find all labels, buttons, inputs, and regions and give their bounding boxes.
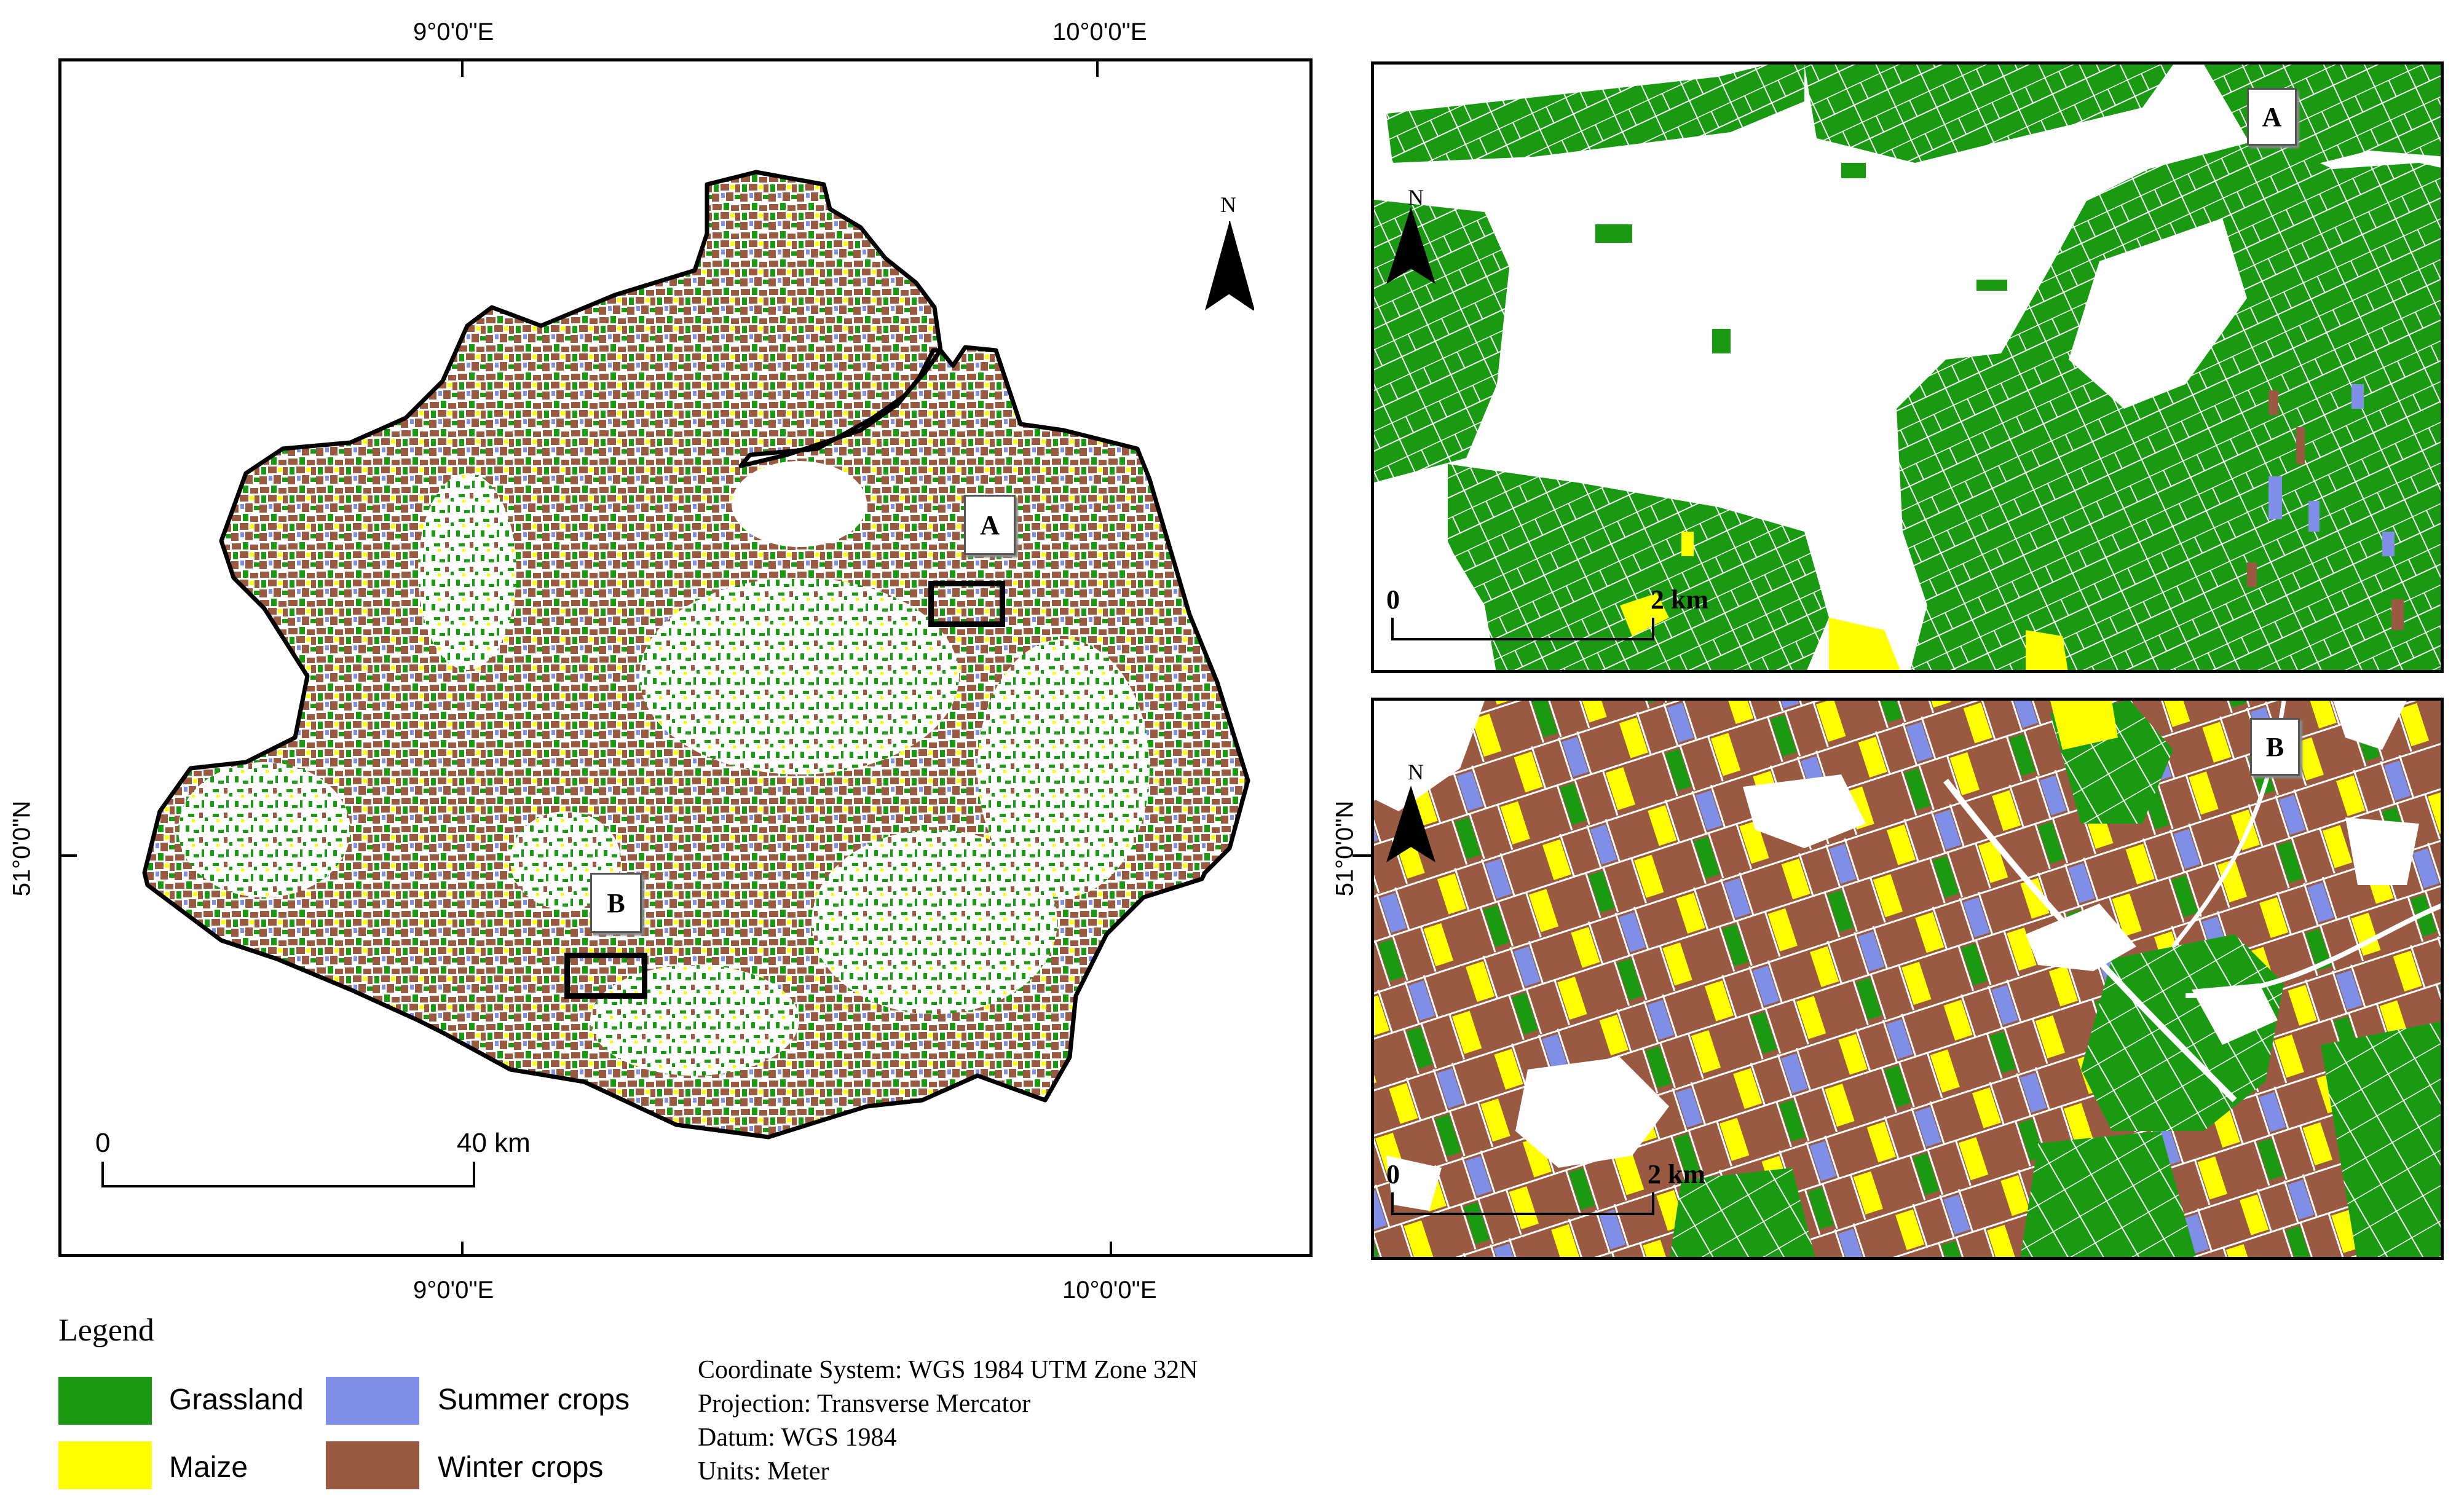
- extent-box-b[interactable]: [564, 953, 647, 999]
- legend-label-winter-crops: Winter crops: [438, 1451, 604, 1484]
- inset-b-scale-end: 2 km: [1648, 1159, 1706, 1189]
- main-scale-bar: [101, 1162, 475, 1187]
- inset-a-scale-end: 2 km: [1651, 585, 1709, 615]
- inset-a-frame[interactable]: A N 0 2 km: [1371, 61, 2444, 673]
- info-datum: Datum: WGS 1984: [698, 1423, 897, 1452]
- inset-a-north-label: N: [1408, 185, 1424, 210]
- legend-swatch-winter-crops: [326, 1441, 419, 1489]
- legend-label-grassland: Grassland: [169, 1384, 304, 1416]
- bottom-tick-9: [461, 1242, 464, 1254]
- main-scale-start: 0: [95, 1128, 111, 1158]
- inset-b-north-arrow-icon: [1386, 786, 1435, 862]
- inset-b-label: B: [2250, 718, 2300, 776]
- info-projection: Projection: Transverse Mercator: [698, 1390, 1031, 1418]
- top-lon-label-10: 10°0'0"E: [1052, 18, 1147, 45]
- left-tick-51: [61, 854, 77, 857]
- inset-b-lat-label: 51°0'0"N: [1331, 800, 1359, 897]
- inset-b-lat-tick: [1352, 854, 1371, 857]
- legend-swatch-grassland: [58, 1377, 152, 1425]
- inset-a-north-arrow-icon: [1386, 207, 1435, 284]
- bottom-lon-label-9: 9°0'0"E: [413, 1277, 494, 1304]
- main-north-label: N: [1220, 192, 1236, 217]
- bottom-lon-label-10: 10°0'0"E: [1062, 1277, 1157, 1304]
- legend-label-summer-crops: Summer crops: [438, 1384, 630, 1416]
- extent-box-a[interactable]: [928, 581, 1005, 627]
- legend-title: Legend: [58, 1313, 154, 1348]
- extent-label-a: A: [964, 495, 1016, 555]
- main-north-arrow-icon: [1205, 221, 1254, 310]
- top-tick-9: [461, 61, 464, 77]
- inset-a-canvas: [1374, 65, 2441, 670]
- inset-b-scale-bar: [1391, 1192, 1654, 1215]
- inset-b-canvas: [1374, 701, 2441, 1257]
- left-lat-label: 51°0'0"N: [8, 800, 36, 897]
- inset-a-scale-start: 0: [1386, 585, 1400, 615]
- extent-label-b: B: [590, 873, 642, 933]
- inset-a-label: A: [2247, 88, 2297, 146]
- legend-label-maize: Maize: [169, 1451, 248, 1484]
- inset-a-scale-bar: [1391, 618, 1654, 640]
- info-units: Units: Meter: [698, 1457, 829, 1486]
- bottom-tick-10: [1110, 1242, 1112, 1254]
- legend-swatch-maize: [58, 1441, 152, 1489]
- main-map-frame[interactable]: N A B 0 40 km: [58, 58, 1313, 1257]
- inset-b-scale-start: 0: [1386, 1159, 1400, 1189]
- top-tick-10: [1096, 61, 1099, 77]
- main-map-canvas: [142, 170, 1250, 1140]
- main-scale-end: 40 km: [457, 1128, 531, 1158]
- info-coordinate-system: Coordinate System: WGS 1984 UTM Zone 32N: [698, 1356, 1198, 1384]
- inset-b-north-label: N: [1408, 760, 1424, 784]
- top-lon-label-9: 9°0'0"E: [413, 18, 494, 45]
- inset-b-frame[interactable]: B N 0 2 km: [1371, 698, 2444, 1260]
- legend-swatch-summer-crops: [326, 1377, 419, 1425]
